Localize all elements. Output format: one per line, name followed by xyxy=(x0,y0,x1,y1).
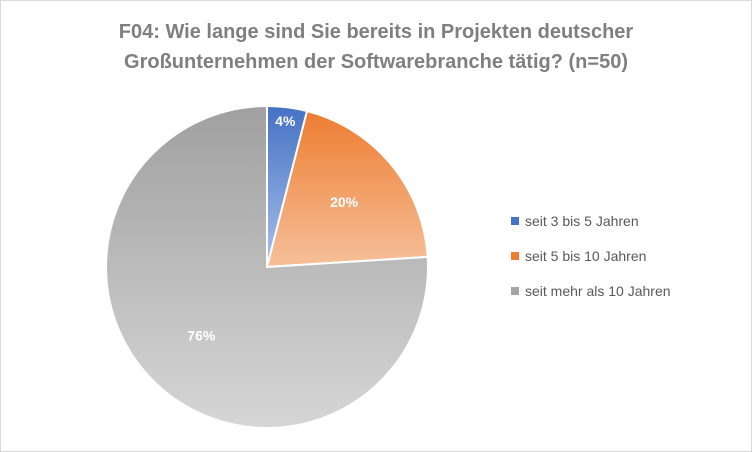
pie-slice-seit-mehr-als-10-jahren xyxy=(104,104,429,429)
legend-swatch xyxy=(511,286,519,295)
chart-title-line-2: Großunternehmen der Softwarebranche täti… xyxy=(124,51,628,73)
pie-slice-seit-5-bis-10-jahren xyxy=(265,109,429,269)
legend-swatch xyxy=(511,251,519,260)
data-label-seit-5-bis-10-jahren: 20% xyxy=(330,194,359,210)
legend-label: seit 5 bis 10 Jahren xyxy=(525,247,647,264)
legend-item: seit 5 bis 10 Jahren xyxy=(511,238,671,273)
legend-label: seit mehr als 10 Jahren xyxy=(525,282,671,299)
data-label-seit-3-bis-5-jahren: 4% xyxy=(275,113,296,129)
legend-swatch xyxy=(511,216,519,225)
chart-title-line-1: F04: Wie lange sind Sie bereits in Proje… xyxy=(118,21,634,43)
legend: seit 3 bis 5 Jahren seit 5 bis 10 Jahren… xyxy=(511,203,671,308)
chart-title: F04: Wie lange sind Sie bereits in Proje… xyxy=(1,17,751,77)
legend-item: seit 3 bis 5 Jahren xyxy=(511,203,671,238)
data-label-seit-mehr-als-10-jahren: 76% xyxy=(187,328,216,344)
legend-label: seit 3 bis 5 Jahren xyxy=(525,212,639,229)
legend-item: seit mehr als 10 Jahren xyxy=(511,273,671,308)
